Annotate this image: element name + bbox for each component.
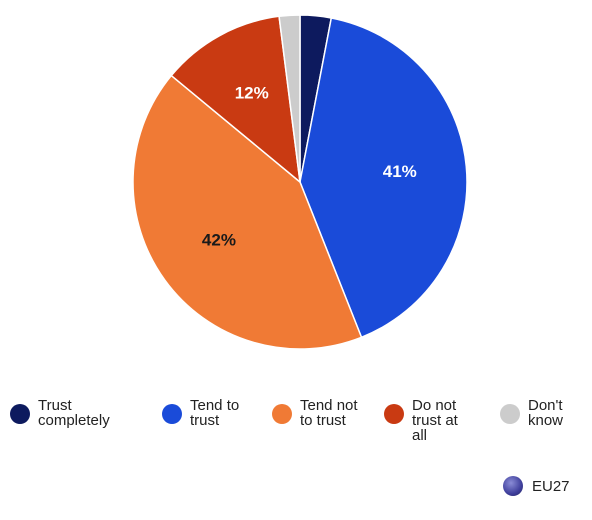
legend-label: Do not trust at all [412, 397, 458, 444]
legend-item-dont-know: Don't know [500, 398, 574, 428]
legend-swatch [10, 404, 30, 424]
pie-slice-do-not-trust-at-all [170, 15, 301, 184]
scope-label: EU27 [532, 477, 570, 495]
legend-item-do-not-trust-at-all: Do not trust at all [384, 398, 470, 443]
data-label-tend-to-trust: 41% [383, 162, 417, 181]
data-label-do-not-trust-at-all: 12% [235, 84, 269, 103]
legend-label: Tend not to trust [300, 397, 358, 429]
pie-slice-don-t-know [278, 14, 301, 183]
pie-chart: 41% 42% 12% [132, 14, 468, 350]
legend-label: Don't know [528, 397, 564, 429]
pie-slice-tend-to-trust [299, 17, 468, 339]
legend-swatch [500, 404, 520, 424]
data-label-tend-not-to-trust: 42% [202, 230, 236, 249]
chart-legend: Trust completely Tend to trust Tend not … [10, 398, 590, 458]
pie-slice-tend-not-to-trust [132, 74, 363, 350]
legend-item-tend-to-trust: Tend to trust [162, 398, 242, 428]
legend-swatch [272, 404, 292, 424]
legend-item-tend-not-to-trust: Tend not to trust [272, 398, 372, 428]
legend-swatch [384, 404, 404, 424]
scope-indicator: EU27 [503, 476, 570, 496]
legend-swatch [162, 404, 182, 424]
legend-item-trust-completely: Trust completely [10, 398, 116, 428]
eu-flag-icon [503, 476, 523, 496]
legend-label: Trust completely [38, 397, 110, 429]
legend-label: Tend to trust [190, 397, 240, 429]
